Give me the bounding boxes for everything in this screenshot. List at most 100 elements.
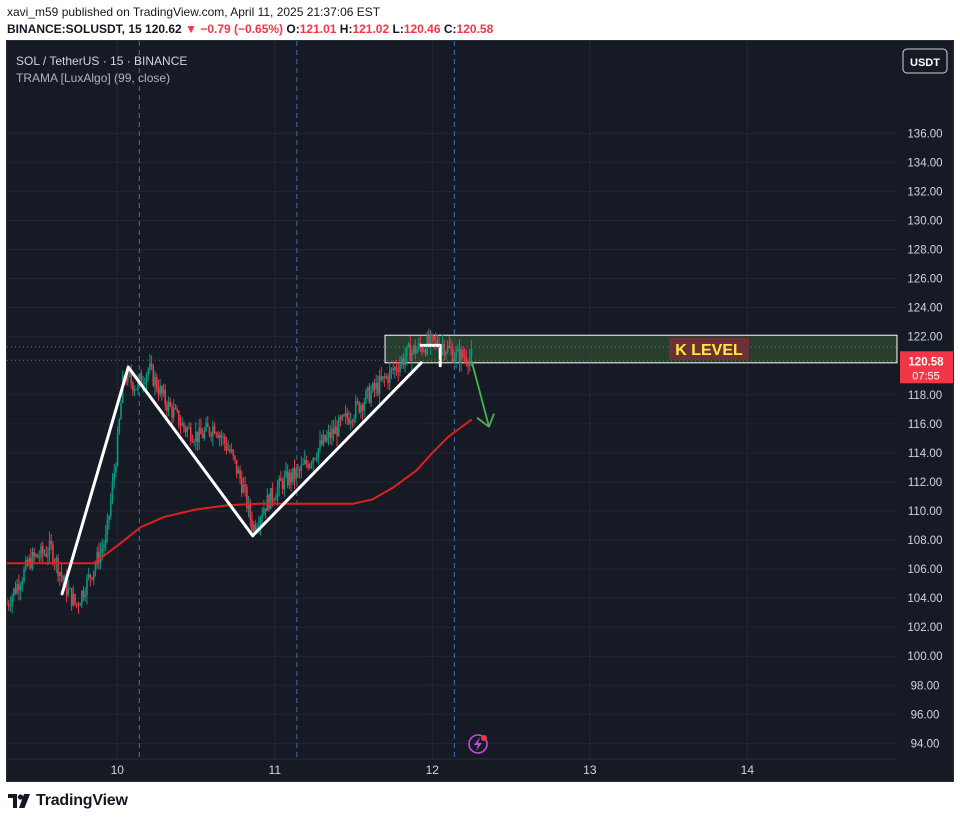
tradingview-logo[interactable]: TradingView: [8, 792, 128, 810]
candle-body: [183, 422, 185, 428]
candle-body: [383, 376, 386, 378]
candle-body: [460, 349, 463, 364]
candle-body: [429, 335, 432, 346]
pattern-drawings: [60, 343, 495, 596]
candle-body: [86, 577, 88, 596]
candle-body: [423, 350, 425, 352]
candle-body: [74, 594, 76, 604]
candle-body: [399, 364, 401, 373]
candle-body: [206, 423, 209, 428]
candle-body: [212, 426, 214, 437]
candle-body: [457, 348, 459, 352]
candle-body: [263, 508, 265, 515]
open-key: O:: [286, 22, 300, 36]
x-tick-label: 14: [741, 763, 755, 777]
candle-body: [414, 345, 417, 354]
candle-body: [115, 465, 117, 473]
lightning-icon[interactable]: [468, 734, 488, 754]
publish-bar: xavi_m59 published on TradingView.com, A…: [0, 0, 960, 40]
candle-body: [234, 455, 236, 460]
candle-body: [463, 356, 466, 358]
candle-body: [189, 427, 192, 441]
candle-body: [81, 590, 83, 604]
candle-body: [309, 464, 311, 468]
candle-body: [62, 576, 64, 581]
candle-body: [402, 358, 405, 365]
y-tick-label: 134.00: [907, 157, 942, 169]
candle-body: [92, 571, 95, 579]
candle-body: [43, 553, 46, 555]
candle-body: [428, 336, 430, 346]
candle-body: [144, 383, 146, 385]
currency-button-label: USDT: [910, 57, 940, 69]
candle-body: [385, 376, 388, 378]
candle-body: [31, 552, 34, 569]
candle-body: [378, 376, 381, 394]
candle-body: [225, 443, 228, 451]
candle-body: [108, 515, 110, 520]
candle-body: [14, 588, 17, 594]
y-tick-label: 124.00: [907, 303, 942, 315]
candle-body: [458, 348, 461, 364]
price-axis[interactable]: 136.00 134.00 132.00 130.00 128.00 126.00 124.…: [907, 128, 942, 750]
candle-body: [195, 431, 197, 442]
y-tick-label: 96.00: [911, 709, 940, 721]
change-label: −0.79 (−0.65%): [200, 22, 284, 36]
candle-body: [77, 604, 80, 606]
candle-body: [94, 564, 97, 572]
y-tick-label: 98.00: [911, 680, 940, 692]
candle-body: [251, 519, 253, 532]
candle-body: [174, 408, 177, 410]
candle-body: [274, 498, 277, 501]
projection-arrow-head: [476, 413, 495, 428]
candle-body: [235, 459, 238, 474]
candle-body: [390, 368, 393, 371]
candle-body: [467, 363, 469, 366]
y-tick-label: 128.00: [907, 245, 942, 257]
time-axis[interactable]: 10 11 12 13 14: [7, 758, 897, 777]
candle-body: [445, 351, 447, 356]
candle-body: [400, 358, 403, 365]
candle-body: [283, 476, 286, 489]
candle-body: [404, 357, 406, 365]
candle-body: [9, 605, 12, 607]
candle-body: [203, 430, 206, 438]
y-tick-label: 110.00: [908, 506, 942, 518]
candle-body: [276, 487, 279, 499]
candle-body: [257, 525, 260, 528]
candle-body: [380, 376, 383, 380]
candle-body: [290, 472, 292, 482]
candle-body: [11, 596, 13, 606]
candle-body: [16, 583, 19, 594]
candle-body: [409, 343, 411, 362]
candle-body: [453, 358, 456, 362]
candle-body: [424, 350, 427, 355]
candle-body: [201, 434, 204, 438]
candle-body: [132, 383, 134, 391]
chart-panel[interactable]: 136.00 134.00 132.00 130.00 128.00 126.00 124.…: [6, 40, 954, 782]
candle-body: [193, 441, 195, 443]
candle-body: [232, 450, 235, 456]
candle-body: [227, 449, 229, 451]
candle-body: [101, 548, 104, 552]
candle-body: [337, 417, 340, 437]
candle-body: [50, 540, 53, 545]
candle-body: [327, 431, 330, 437]
candle-body: [118, 419, 121, 433]
zone-label-text: K LEVEL: [675, 342, 743, 359]
close-value: 120.58: [456, 22, 494, 36]
x-tick-label: 13: [583, 763, 597, 777]
chart-canvas[interactable]: 136.00 134.00 132.00 130.00 128.00 126.00 124.…: [6, 41, 953, 781]
currency-button[interactable]: USDT: [902, 48, 948, 74]
candle-body: [470, 348, 473, 358]
candle-body: [145, 374, 148, 384]
candle-body: [269, 488, 272, 509]
grid: [7, 41, 897, 759]
candle-body: [35, 554, 37, 557]
legend-indicator: TRAMA [LuxAlgo] (99, close): [16, 71, 170, 85]
candle-body: [319, 440, 321, 449]
candle-body: [106, 519, 109, 535]
candle-body: [305, 460, 308, 464]
candle-body: [371, 383, 374, 392]
candle-body: [213, 426, 216, 434]
